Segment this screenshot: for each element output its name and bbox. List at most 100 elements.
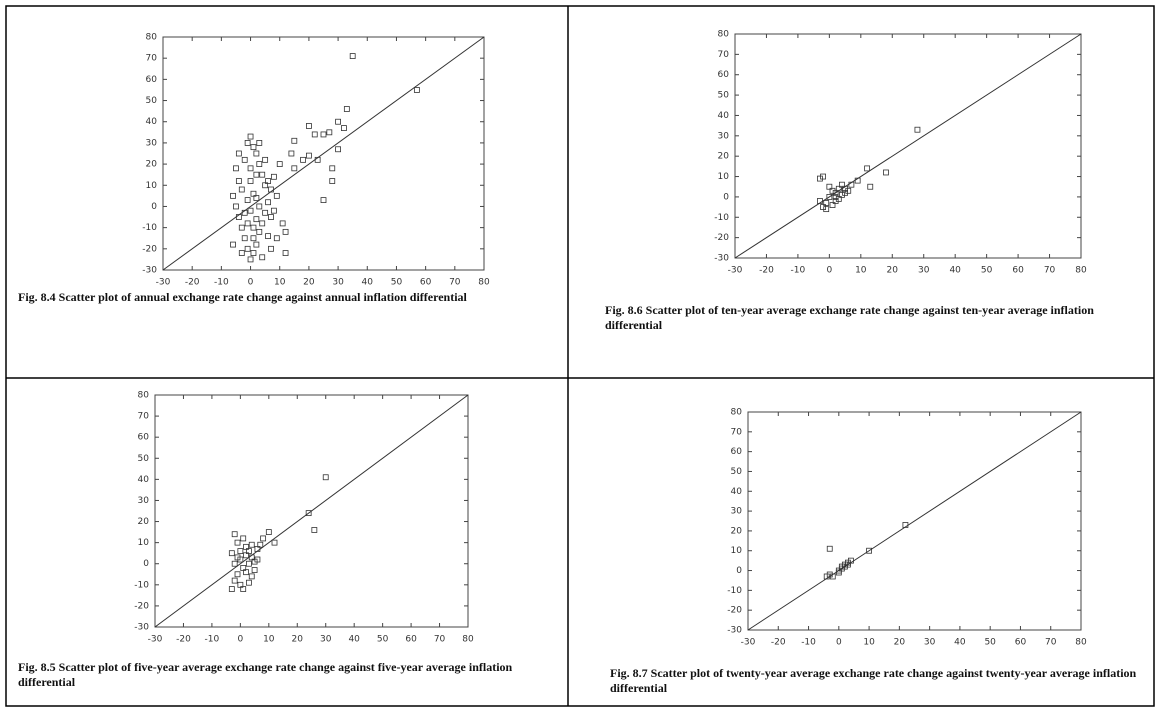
point [248, 541, 255, 548]
y-tick-label: 40 [146, 117, 158, 127]
point [320, 131, 327, 138]
point [238, 186, 245, 193]
y-tick-label: 10 [718, 172, 730, 182]
y-tick-label: 30 [718, 131, 730, 141]
point [265, 529, 272, 535]
x-tick-label: 10 [274, 278, 286, 288]
point [835, 569, 842, 576]
plot-frame [734, 33, 1082, 259]
point [270, 207, 277, 214]
x-tick-label: 40 [362, 278, 374, 288]
y-tick-label: 40 [138, 475, 150, 485]
point [823, 206, 830, 213]
point [230, 241, 236, 248]
point [256, 161, 263, 167]
point [244, 245, 251, 252]
point [259, 171, 266, 178]
point [341, 125, 347, 131]
diagonal [747, 411, 1082, 631]
x-tick-label: 20 [894, 638, 906, 648]
y-tick-label: 10 [138, 538, 150, 548]
x-tick-label: 70 [449, 278, 461, 288]
point [817, 175, 823, 182]
point [234, 571, 241, 578]
point [835, 196, 842, 202]
x-tick-label: 60 [405, 635, 417, 645]
y-tick-label: 0 [151, 202, 157, 212]
point [234, 539, 241, 546]
point [279, 220, 286, 227]
point [259, 254, 266, 261]
y-tick-label: 20 [146, 160, 158, 170]
point [273, 235, 280, 242]
point [829, 202, 836, 208]
y-tick-label: 30 [146, 138, 158, 148]
point [839, 181, 845, 188]
point [231, 577, 238, 584]
y-tick-label: 70 [138, 412, 150, 422]
y-tick-label: 50 [138, 454, 150, 464]
point [238, 250, 245, 256]
x-tick-label: 80 [462, 635, 474, 645]
point [854, 177, 861, 184]
point [306, 123, 312, 129]
y-tick-label: -10 [727, 586, 742, 596]
diagonal [734, 33, 1082, 259]
y-tick-label: 70 [731, 427, 743, 437]
x-tick-label: 0 [826, 266, 832, 276]
y-tick-label: 60 [146, 75, 158, 85]
x-tick-label: 10 [263, 635, 275, 645]
x-tick-label: -30 [728, 266, 743, 276]
x-tick-label: 50 [981, 266, 993, 276]
point [253, 150, 260, 157]
point [268, 245, 274, 252]
point [235, 150, 242, 157]
point [265, 199, 271, 206]
x-tick-label: 30 [320, 635, 332, 645]
point [842, 185, 848, 192]
point [253, 171, 260, 178]
point [245, 560, 252, 567]
point [243, 569, 249, 576]
x-tick-label: -30 [148, 635, 163, 645]
point [826, 545, 833, 552]
point [241, 209, 248, 216]
point [848, 557, 854, 564]
caption: Fig. 8.4 Scatter plot of annual exchange… [18, 290, 467, 304]
point [826, 194, 833, 200]
y-tick-label: 20 [731, 526, 743, 536]
point [839, 191, 845, 198]
point [244, 197, 251, 204]
y-tick-label: 40 [718, 111, 730, 121]
y-tick-label: 20 [138, 517, 150, 527]
y-tick-label: -20 [142, 244, 157, 254]
plot-frame [747, 411, 1082, 631]
point [838, 565, 845, 572]
point [326, 129, 333, 136]
point [306, 152, 312, 159]
caption: Fig. 8.7 Scatter plot of twenty-year ave… [610, 666, 1137, 695]
point [314, 156, 321, 163]
point [335, 146, 341, 153]
outer-border [5, 5, 1155, 707]
x-tick-label: -20 [176, 635, 191, 645]
point [241, 156, 248, 163]
y-tick-label: -30 [134, 623, 149, 633]
point [322, 474, 329, 481]
point [867, 183, 874, 190]
y-tick-label: 10 [146, 181, 158, 191]
y-tick-label: -20 [714, 233, 729, 243]
y-tick-label: 80 [146, 33, 158, 43]
point [848, 181, 855, 188]
point [320, 197, 327, 204]
point [250, 250, 257, 256]
point [251, 567, 258, 573]
point [335, 118, 341, 125]
x-tick-label: -10 [801, 638, 816, 648]
y-tick-label: -10 [142, 223, 157, 233]
x-tick-label: 40 [348, 635, 360, 645]
point [820, 204, 826, 210]
point [234, 554, 241, 561]
point [305, 510, 312, 517]
point [329, 178, 336, 184]
